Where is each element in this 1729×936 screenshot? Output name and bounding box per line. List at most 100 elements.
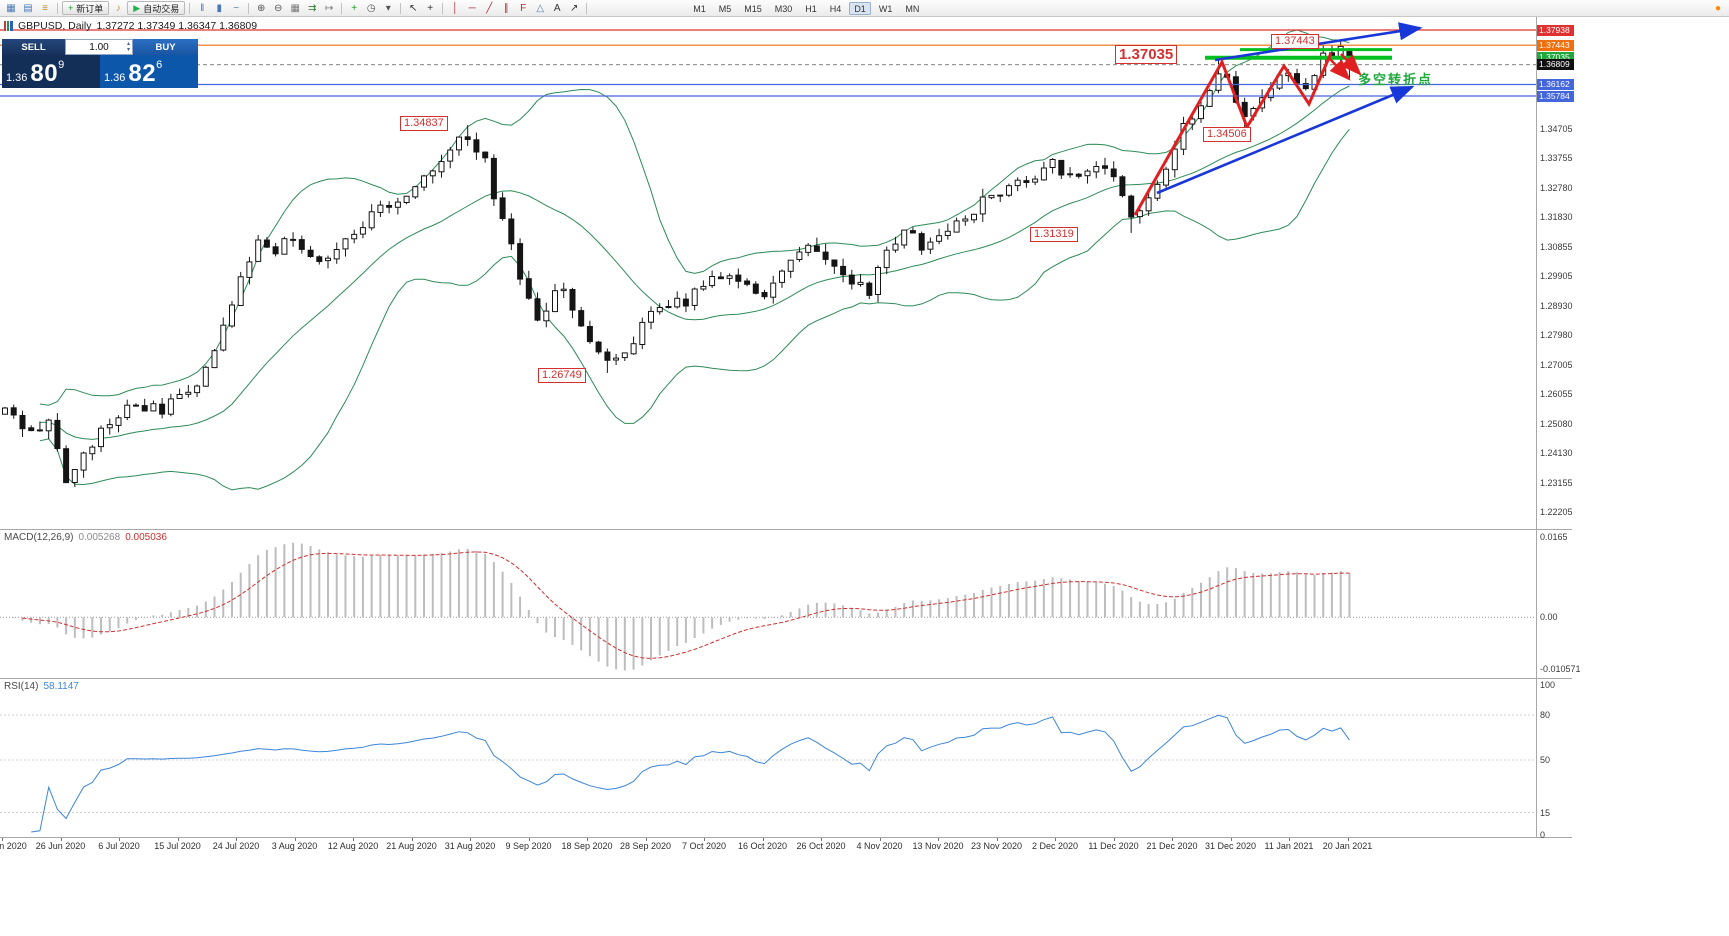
date-tick	[236, 838, 237, 841]
timeframe-h1-button[interactable]: H1	[805, 3, 817, 14]
indicators-icon[interactable]: +	[346, 1, 362, 15]
price-annotation[interactable]: 1.34506	[1203, 127, 1251, 142]
date-axis-label: 26 Jun 2020	[35, 841, 86, 851]
price-axis-label: 1.27005	[1540, 360, 1573, 371]
spinner-up-icon[interactable]: ▴	[126, 41, 130, 47]
timeframe-h4-button[interactable]: H4	[829, 3, 842, 14]
zoom-in-icon[interactable]: ⊕	[253, 1, 269, 15]
price-axis-label: 1.33755	[1540, 153, 1573, 164]
chart-title: GBPUSD, Daily 1.37272 1.37349 1.36347 1.…	[4, 20, 257, 32]
rsi-axis-label: 80	[1540, 710, 1551, 720]
top-toolbar: ▦ ▤ ≡ + 新订单 ♪ ▶ 自动交易 ‖ ▮ ~ ⊕ ⊖ ▦ ⇉ ↦ + ◷ ▾ ↖ + │ ─ ╱ ∥ F △ A ↗ M1 M5 M1…	[0, 0, 1729, 17]
timeframe-m30-button[interactable]: M30	[774, 3, 793, 14]
price-annotation[interactable]: 1.34837	[400, 116, 448, 131]
rsi-axis-label: 100	[1540, 680, 1556, 690]
rsi-axis-label: 0	[1540, 830, 1546, 840]
price-chart-panel[interactable]: GBPUSD, Daily 1.37272 1.37349 1.36347 1.…	[0, 17, 1536, 529]
timeframe-d1-button[interactable]: D1	[849, 1, 871, 15]
bar-chart-icon[interactable]: ‖	[194, 1, 210, 15]
toolbar-separator	[442, 2, 444, 14]
price-annotation[interactable]: 1.37035	[1115, 45, 1178, 64]
date-axis-label: 21 Dec 2020	[1146, 841, 1198, 851]
tile-windows-icon[interactable]: ▦	[287, 1, 303, 15]
new-order-button[interactable]: + 新订单	[62, 1, 110, 15]
timeframe-m5-button[interactable]: M5	[718, 3, 732, 14]
sell-price-button[interactable]: 1.36 80 9	[2, 55, 100, 88]
price-axis-label: 1.27980	[1540, 330, 1573, 341]
timeframe-w1-button[interactable]: W1	[878, 3, 893, 14]
buy-price-big: 82	[128, 60, 157, 87]
price-annotation[interactable]: 1.26749	[538, 368, 586, 383]
macd-main-value: 0.005268	[78, 532, 121, 543]
arrows-tool-icon[interactable]: ↗	[566, 1, 582, 15]
toolbar-separator	[400, 2, 402, 14]
date-tick	[119, 838, 120, 841]
fibonacci-icon[interactable]: F	[515, 1, 531, 15]
date-tick	[645, 838, 647, 841]
date-tick	[879, 838, 881, 841]
volume-spinner[interactable]: ▴ ▾	[127, 41, 130, 53]
spinner-down-icon[interactable]: ▾	[126, 47, 130, 53]
panel-separator[interactable]	[0, 529, 1572, 530]
date-tick	[60, 838, 62, 841]
date-axis-label: 31 Dec 2020	[1204, 841, 1257, 851]
autotrading-button[interactable]: ▶ 自动交易	[127, 1, 186, 15]
auto-scroll-icon[interactable]: ⇉	[304, 1, 320, 15]
sound-alert-icon[interactable]: ♪	[110, 1, 126, 15]
timeframe-m1-button[interactable]: M1	[693, 3, 706, 14]
price-annotation[interactable]: 1.31319	[1030, 227, 1078, 242]
horizontal-line-icon-glyph: ─	[468, 2, 476, 14]
date-axis-label: 16 Oct 2020	[737, 841, 788, 851]
shapes-icon[interactable]: △	[532, 1, 548, 15]
trendline-icon[interactable]: ╱	[481, 1, 497, 15]
text-label-icon[interactable]: A	[549, 1, 565, 15]
date-axis-label: 9 Sep 2020	[505, 841, 552, 851]
price-chart-canvas[interactable]	[0, 17, 1536, 529]
sell-button[interactable]: SELL	[2, 39, 65, 55]
rsi-canvas[interactable]	[0, 679, 1536, 837]
crosshair-icon[interactable]: +	[422, 1, 438, 15]
timeframe-m15-button[interactable]: M15	[744, 3, 762, 14]
date-tick	[704, 838, 705, 841]
buy-price-prefix: 1.36	[104, 72, 126, 84]
rsi-axis-label: 15	[1540, 807, 1551, 818]
date-axis-label: 18 Sep 2020	[561, 841, 613, 851]
turning-point-label[interactable]: 多空转折点	[1358, 72, 1434, 87]
price-axis-marker: 1.36162	[1537, 78, 1574, 90]
macd-panel[interactable]: MACD(12,26,9) 0.005268 0.005036	[0, 530, 1536, 678]
chart-symbol-period: GBPUSD, Daily	[18, 20, 92, 32]
macd-canvas[interactable]	[0, 530, 1536, 678]
price-axis-marker: 1.36809	[1537, 59, 1574, 71]
date-axis-label: 17 Jun 2020	[0, 841, 27, 851]
date-axis-label: 3 Aug 2020	[271, 841, 318, 851]
charts-window-icon[interactable]: ▦	[3, 1, 19, 15]
panel-separator[interactable]	[0, 678, 1572, 679]
templates-icon[interactable]: ▾	[380, 1, 396, 15]
macd-name: MACD(12,26,9)	[4, 532, 74, 543]
rsi-label: RSI(14) 58.1147	[4, 681, 79, 692]
candlestick-chart-icon[interactable]: ▮	[211, 1, 227, 15]
date-tick	[528, 838, 530, 841]
periods-icon[interactable]: ◷	[363, 1, 379, 15]
rsi-axis-label: 50	[1540, 755, 1551, 765]
price-axis-label: 1.29905	[1540, 271, 1573, 282]
rsi-panel[interactable]: RSI(14) 58.1147	[0, 679, 1536, 837]
zoom-out-icon[interactable]: ⊖	[270, 1, 286, 15]
buy-price-button[interactable]: 1.36 82 6	[100, 55, 198, 88]
cursor-icon[interactable]: ↖	[405, 1, 421, 15]
date-tick	[353, 838, 354, 841]
buy-button[interactable]: BUY	[133, 39, 198, 55]
volume-input[interactable]: 1.00 ▴ ▾	[65, 39, 133, 55]
chart-shift-icon[interactable]: ↦	[321, 1, 337, 15]
equidistant-channel-icon[interactable]: ∥	[498, 1, 514, 15]
date-tick	[2, 838, 3, 841]
profiles-icon[interactable]: ▤	[20, 1, 36, 15]
line-chart-icon[interactable]: ~	[228, 1, 244, 15]
market-watch-icon[interactable]: ≡	[37, 1, 53, 15]
horizontal-line-icon[interactable]: ─	[464, 1, 480, 15]
price-annotation[interactable]: 1.37443	[1271, 34, 1319, 49]
arrows-tool-icon-glyph: ↗	[570, 2, 579, 14]
date-tick	[996, 838, 998, 841]
vertical-line-icon[interactable]: │	[447, 1, 463, 15]
timeframe-mn-button[interactable]: MN	[905, 3, 920, 14]
